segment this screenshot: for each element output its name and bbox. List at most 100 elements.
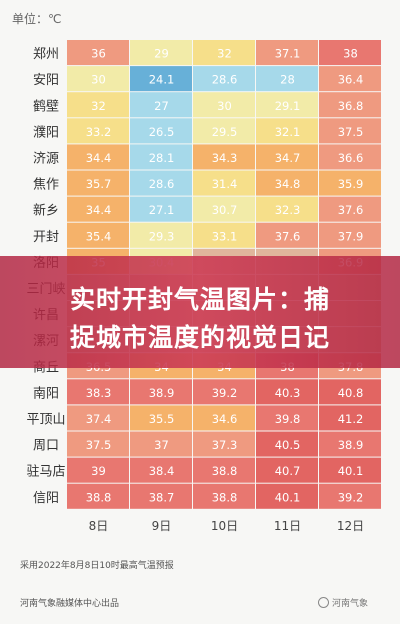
- cell-value: 33.1: [212, 229, 238, 243]
- cell-value: 30.7: [212, 203, 238, 217]
- cell-value: 32: [217, 47, 232, 61]
- cell-value: 24.1: [149, 73, 175, 87]
- watermark-text: 河南气象: [332, 599, 369, 609]
- heat-cell: [256, 379, 318, 405]
- heat-cell: [193, 196, 255, 222]
- heat-cell: [319, 40, 381, 66]
- heat-cell: [193, 431, 255, 457]
- heat-cell: [67, 379, 129, 405]
- city-label: 濮阳: [33, 125, 59, 140]
- heat-cell: [130, 118, 192, 144]
- heat-cell: [130, 40, 192, 66]
- cell-value: 31.4: [212, 177, 238, 191]
- cell-value: 28.6: [212, 73, 238, 87]
- heat-cell: [256, 144, 318, 170]
- heat-cell: [256, 66, 318, 92]
- cell-value: 38.9: [149, 386, 175, 400]
- heat-cell: [67, 118, 129, 144]
- city-label: 安阳: [33, 73, 59, 88]
- heat-cell: [130, 144, 192, 170]
- watermark: 河南气象: [318, 596, 368, 609]
- cell-value: 28.6: [149, 177, 175, 191]
- heat-cell: [193, 457, 255, 483]
- banner-line-1: 实时开封气温图片：捕: [69, 285, 330, 314]
- city-label: 平顶山: [26, 412, 65, 427]
- heat-cell: [256, 196, 318, 222]
- heat-cell: [130, 431, 192, 457]
- cell-value: 30: [217, 99, 232, 113]
- city-label: 新乡: [33, 203, 59, 219]
- cell-value: 37.1: [275, 47, 301, 61]
- cell-value: 32.3: [275, 203, 301, 217]
- banner-line-2: 捉城市温度的视觉日记: [69, 323, 330, 352]
- cell-value: 26.5: [149, 125, 175, 139]
- city-label: 济源: [33, 151, 59, 166]
- title-banner: 实时开封气温图片：捕 捉城市温度的视觉日记: [0, 256, 400, 368]
- heat-cell: [256, 118, 318, 144]
- heat-cell: [130, 222, 192, 248]
- heat-cell: [256, 170, 318, 196]
- heat-cell: [67, 196, 129, 222]
- cell-value: 41.2: [338, 412, 364, 426]
- heat-cell: [193, 483, 255, 509]
- cell-value: 38.7: [149, 490, 175, 504]
- heat-cell: [319, 379, 381, 405]
- heat-cell: [319, 144, 381, 170]
- cell-value: 37.6: [338, 203, 364, 217]
- cell-value: 32: [91, 99, 106, 113]
- heat-cell: [256, 431, 318, 457]
- cell-value: 36.6: [338, 151, 364, 165]
- heat-cell: [319, 170, 381, 196]
- cell-value: 38.4: [149, 464, 175, 478]
- heat-cell: [67, 170, 129, 196]
- heat-cell: [67, 405, 129, 431]
- heat-cell: [193, 144, 255, 170]
- cell-value: 35.5: [149, 412, 175, 426]
- unit-label: 单位：℃: [12, 12, 62, 26]
- cell-value: 29.3: [149, 229, 175, 243]
- cell-value: 34.7: [275, 151, 301, 165]
- cell-value: 34.4: [86, 151, 112, 165]
- heat-cell: [193, 40, 255, 66]
- city-label: 信阳: [33, 491, 59, 506]
- cell-value: 40.8: [338, 386, 364, 400]
- heat-cell: [193, 170, 255, 196]
- heat-cell: [67, 144, 129, 170]
- heat-cell: [319, 118, 381, 144]
- heat-cell: [319, 457, 381, 483]
- cell-value: 34.3: [212, 151, 238, 165]
- city-label: 鹤壁: [33, 98, 59, 114]
- cell-value: 32.1: [275, 125, 301, 139]
- cell-value: 34.8: [275, 177, 301, 191]
- heat-cell: [193, 379, 255, 405]
- cell-value: 40.3: [275, 386, 301, 400]
- cell-value: 39.2: [338, 490, 364, 504]
- heat-cell: [67, 92, 129, 118]
- cell-value: 37.3: [212, 438, 238, 452]
- heat-cell: [256, 222, 318, 248]
- heat-cell: [319, 222, 381, 248]
- cell-value: 28: [280, 73, 295, 87]
- heat-cell: [130, 483, 192, 509]
- heat-cell: [256, 40, 318, 66]
- source-note: 采用2022年8月8日10时最高气温预报: [20, 561, 174, 571]
- heat-cell: [193, 66, 255, 92]
- cell-value: 29.5: [212, 125, 238, 139]
- heat-cell: [256, 405, 318, 431]
- city-label: 焦作: [33, 178, 59, 193]
- cell-value: 29.1: [275, 99, 301, 113]
- cell-value: 27: [154, 99, 169, 113]
- cell-value: 35.7: [86, 177, 112, 191]
- heat-cell: [130, 170, 192, 196]
- heat-cell: [319, 431, 381, 457]
- heat-cell: [193, 92, 255, 118]
- heat-cell: [67, 431, 129, 457]
- cell-value: 36: [91, 47, 106, 61]
- heat-cell: [256, 92, 318, 118]
- heat-cell: [256, 483, 318, 509]
- cell-value: 39: [91, 464, 106, 478]
- heat-cell: [130, 379, 192, 405]
- cell-value: 37.4: [86, 412, 112, 426]
- heat-cell: [193, 118, 255, 144]
- heat-cell: [193, 222, 255, 248]
